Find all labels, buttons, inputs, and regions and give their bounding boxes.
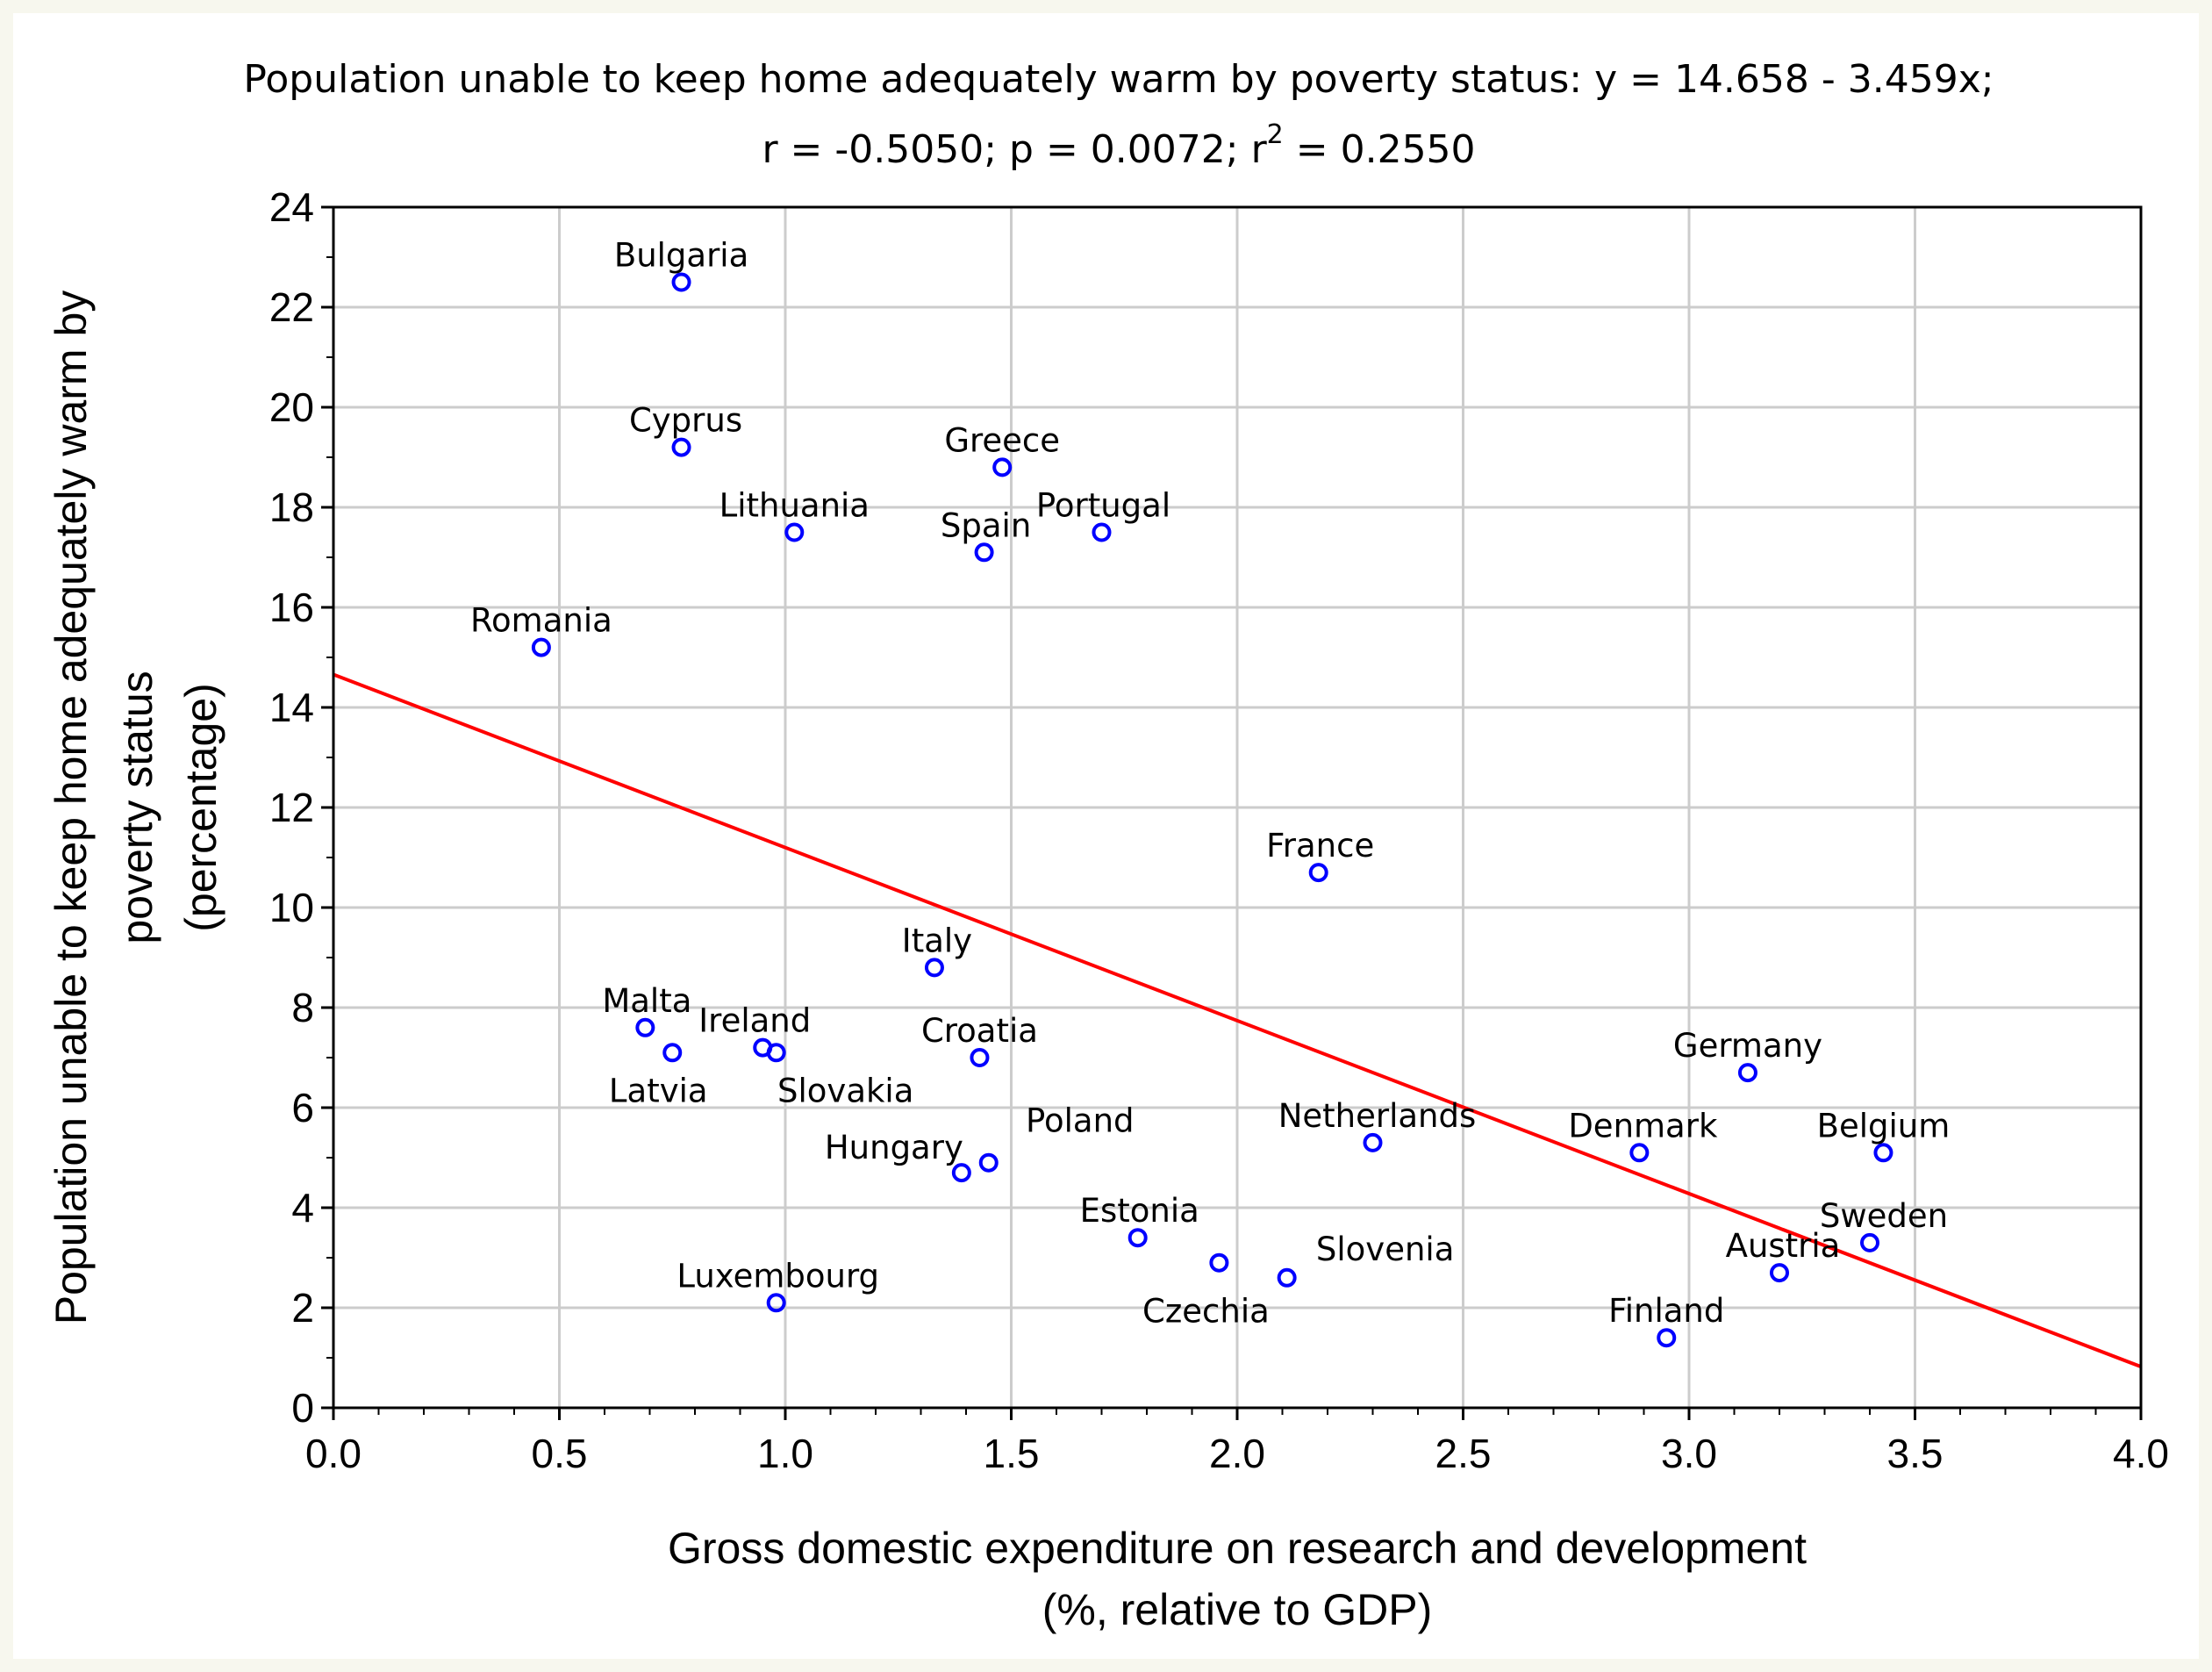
title-stats-prefix: r = -0.5050; p = 0.0072; r xyxy=(762,127,1267,172)
x-tick-label: 3.5 xyxy=(1887,1431,1944,1476)
regression-line xyxy=(333,672,2142,1369)
point-label-czechia: Czechia xyxy=(1142,1293,1270,1331)
y-tick-label: 20 xyxy=(269,384,314,430)
point-croatia xyxy=(970,1048,990,1067)
point-label-slovakia: Slovakia xyxy=(777,1072,913,1109)
point-label-netherlands: Netherlands xyxy=(1278,1097,1477,1135)
point-estonia xyxy=(1127,1228,1148,1248)
y-tick-label: 14 xyxy=(269,685,314,730)
y-axis-title-line2: poverty status xyxy=(112,671,161,944)
point-labels: Bulgaria Cyprus Greece Lithuania SpainPortug… xyxy=(470,237,1950,1331)
point-label-france: France xyxy=(1266,827,1374,865)
x-tick-label: 0.5 xyxy=(532,1431,588,1476)
y-tick-label: 22 xyxy=(269,284,314,330)
chart-title-line2: r = -0.5050; p = 0.0072; r2 = 0.2550 xyxy=(762,119,1475,172)
x-tick-labels: 0.0 0.5 1.0 1.5 2.0 2.5 3.0 3.5 4.0 xyxy=(305,1431,2169,1476)
point-label-slovenia: Slovenia xyxy=(1316,1231,1454,1268)
point-belgium xyxy=(1873,1143,1893,1163)
point-denmark xyxy=(1629,1143,1650,1163)
y-tick-label: 2 xyxy=(291,1285,314,1331)
point-greece xyxy=(992,457,1013,477)
point-portugal xyxy=(1092,522,1112,542)
point-slovakia xyxy=(766,1043,786,1063)
x-tick-label: 4.0 xyxy=(2113,1431,2169,1476)
title-stats-suffix: = 0.2550 xyxy=(1284,127,1476,172)
y-tick-label: 6 xyxy=(291,1085,314,1130)
point-cyprus xyxy=(671,437,691,457)
point-label-austria: Austria xyxy=(1726,1227,1841,1265)
point-lithuania xyxy=(784,522,805,542)
point-label-estonia: Estonia xyxy=(1080,1192,1199,1230)
regression-line-group xyxy=(333,672,2142,1369)
chart-title-line1: Population unable to keep home adequatel… xyxy=(243,57,1994,102)
point-czechia xyxy=(1209,1252,1229,1273)
point-luxembourg xyxy=(766,1293,786,1313)
y-tick-label: 10 xyxy=(269,885,314,930)
x-tick-label: 1.5 xyxy=(984,1431,1040,1476)
point-label-poland: Poland xyxy=(1026,1102,1135,1140)
point-label-portugal: Portugal xyxy=(1036,487,1170,525)
point-italy xyxy=(924,958,944,978)
point-label-malta: Malta xyxy=(602,982,691,1020)
x-axis-title-line2: (%, relative to GDP) xyxy=(1042,1585,1433,1634)
point-label-sweden: Sweden xyxy=(1820,1197,1948,1235)
point-malta xyxy=(635,1017,655,1037)
point-spain xyxy=(974,542,994,563)
point-hungary xyxy=(951,1163,971,1183)
y-tick-label: 4 xyxy=(291,1185,314,1231)
data-points xyxy=(531,272,1893,1348)
point-label-lithuania: Lithuania xyxy=(719,487,870,525)
x-tick-label: 3.0 xyxy=(1661,1431,1717,1476)
x-tick-label: 2.5 xyxy=(1435,1431,1492,1476)
point-romania xyxy=(531,637,551,657)
point-france xyxy=(1308,863,1328,883)
axis-ticks xyxy=(321,205,2143,1420)
point-label-italy: Italy xyxy=(902,922,972,959)
point-label-hungary: Hungary xyxy=(825,1129,963,1166)
x-tick-label: 1.0 xyxy=(757,1431,813,1476)
title-stats-superscript: 2 xyxy=(1267,119,1284,150)
x-tick-label: 2.0 xyxy=(1209,1431,1265,1476)
point-label-ireland: Ireland xyxy=(698,1002,811,1040)
point-label-latvia: Latvia xyxy=(609,1072,708,1109)
point-label-cyprus: Cyprus xyxy=(629,402,742,440)
point-bulgaria xyxy=(671,272,691,292)
point-label-spain: Spain xyxy=(941,506,1031,544)
point-finland xyxy=(1657,1328,1677,1348)
point-latvia xyxy=(662,1043,683,1063)
x-tick-label: 0.0 xyxy=(305,1431,362,1476)
point-label-greece: Greece xyxy=(944,421,1060,459)
point-poland xyxy=(978,1152,999,1173)
point-label-luxembourg: Luxembourg xyxy=(676,1257,879,1295)
point-slovenia xyxy=(1277,1267,1297,1288)
point-label-bulgaria: Bulgaria xyxy=(614,237,748,275)
point-label-denmark: Denmark xyxy=(1568,1107,1718,1145)
point-label-finland: Finland xyxy=(1608,1292,1724,1330)
y-tick-label: 18 xyxy=(269,484,314,530)
point-label-romania: Romania xyxy=(470,602,612,640)
point-sweden xyxy=(1860,1232,1879,1252)
x-axis-title-line1: Gross domestic expenditure on research a… xyxy=(668,1524,1807,1573)
chart-panel xyxy=(13,13,2199,1659)
y-tick-label: 8 xyxy=(291,985,314,1030)
point-germany xyxy=(1737,1063,1757,1083)
y-axis-title-line1: Population unable to keep home adequatel… xyxy=(47,291,96,1325)
y-tick-label: 24 xyxy=(269,184,314,230)
point-austria xyxy=(1770,1263,1789,1283)
point-label-belgium: Belgium xyxy=(1817,1107,1951,1145)
point-netherlands xyxy=(1363,1132,1383,1152)
grid-lines xyxy=(333,207,2141,1408)
y-tick-label: 16 xyxy=(269,585,314,630)
y-axis-title: Population unable to keep home adequatel… xyxy=(47,291,225,1325)
y-tick-label: 12 xyxy=(269,785,314,830)
point-label-germany: Germany xyxy=(1673,1027,1822,1065)
point-label-croatia: Croatia xyxy=(921,1012,1038,1050)
y-axis-title-line3: (percentage) xyxy=(176,683,225,932)
y-tick-label: 0 xyxy=(291,1385,314,1431)
